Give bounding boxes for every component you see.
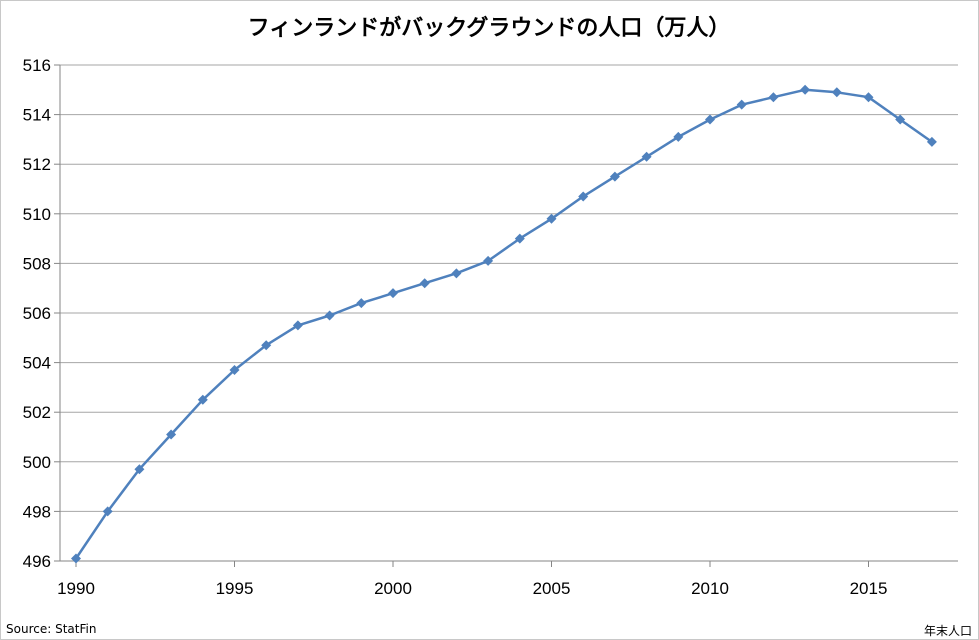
- data-point-1997: [292, 320, 303, 331]
- data-point-2017: [926, 136, 937, 147]
- x-tick-label: 1990: [57, 579, 95, 598]
- data-point-2000: [388, 288, 398, 299]
- data-series: [71, 84, 937, 564]
- data-point-2002: [451, 268, 462, 279]
- data-point-2009: [673, 131, 684, 142]
- x-axis-tick-labels: 1990 1995 2000 2005 2010 2015: [57, 579, 887, 598]
- data-point-2007: [609, 171, 620, 182]
- chart-title: フィンランドがバックグラウンドの人口（万人）: [248, 15, 731, 41]
- data-point-2011: [736, 99, 747, 110]
- y-tick-label: 514: [23, 106, 51, 125]
- y-tick-label: 504: [23, 354, 51, 373]
- y-tick-label: 496: [23, 552, 51, 571]
- y-tick-label: 512: [23, 155, 51, 174]
- x-tick-label: 1995: [216, 579, 254, 598]
- data-point-1992: [134, 464, 145, 475]
- data-point-1994: [197, 394, 208, 405]
- x-tick-label: 2000: [374, 579, 412, 598]
- data-point-2003: [483, 255, 494, 266]
- y-tick-label: 516: [23, 56, 51, 75]
- data-point-1995: [229, 365, 240, 376]
- y-axis-tick-labels: 496 498 500 502 504 506 508 510 512 514 516: [23, 56, 51, 571]
- data-point-2013: [800, 84, 811, 95]
- x-tick-label: 2010: [691, 579, 729, 598]
- data-point-1999: [356, 298, 367, 309]
- data-point-2015: [863, 92, 874, 103]
- data-point-2016: [895, 114, 906, 125]
- data-point-1993: [166, 429, 177, 440]
- x-tick-label: 2015: [850, 579, 888, 598]
- data-point-2001: [419, 278, 430, 289]
- y-tick-label: 508: [23, 254, 51, 273]
- data-point-1996: [261, 340, 272, 351]
- data-point-2006: [578, 191, 589, 202]
- series-line: [74, 88, 934, 560]
- y-tick-label: 502: [23, 403, 51, 422]
- y-tick-label: 510: [23, 205, 51, 224]
- y-tick-label: 506: [23, 304, 51, 323]
- corner-note: 年末人口: [924, 624, 972, 638]
- data-point-2004: [514, 233, 525, 244]
- y-tick-label: 498: [23, 502, 51, 521]
- data-point-2012: [768, 92, 779, 103]
- data-point-1991: [102, 506, 113, 517]
- data-point-2008: [641, 151, 652, 162]
- axes: [54, 64, 958, 567]
- x-tick-label: 2005: [533, 579, 571, 598]
- y-tick-label: 500: [23, 453, 51, 472]
- data-point-1990: [71, 553, 81, 564]
- data-point-1998: [324, 310, 335, 321]
- data-point-2010: [705, 114, 715, 125]
- gridlines: [60, 64, 958, 562]
- data-point-2005: [546, 213, 557, 224]
- data-point-2014: [831, 87, 842, 98]
- source-note: Source: StatFin: [6, 622, 96, 636]
